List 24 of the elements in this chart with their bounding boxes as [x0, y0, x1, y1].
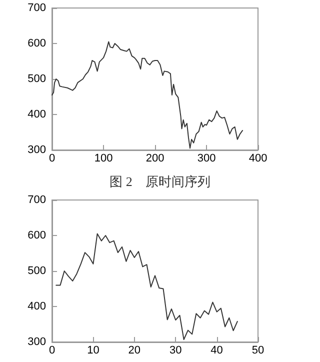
- x-tick-label: 30: [169, 344, 182, 356]
- x-tick-label: 50: [252, 344, 264, 356]
- y-tick-label: 400: [28, 300, 46, 312]
- x-tick-label: 200: [146, 152, 164, 164]
- x-tick-label: 20: [128, 344, 141, 356]
- x-tick-label: 40: [210, 344, 223, 356]
- line-series: [52, 41, 244, 149]
- y-tick-label: 500: [28, 73, 46, 85]
- y-tick-label: 600: [28, 38, 46, 50]
- y-tick-label: 400: [28, 108, 46, 120]
- y-tick-label: 300: [28, 144, 46, 156]
- y-tick-label: 700: [28, 2, 46, 14]
- y-tick-label: 500: [28, 265, 46, 277]
- x-tick-label: 10: [87, 344, 100, 356]
- y-tick-label: 600: [28, 230, 46, 242]
- x-tick-label: 100: [94, 152, 113, 164]
- caption: 图 2 原时间序列: [110, 174, 210, 189]
- y-tick-label: 300: [28, 336, 46, 348]
- x-tick-label: 400: [248, 152, 268, 164]
- y-tick-label: 700: [28, 194, 46, 206]
- line-series: [56, 233, 238, 340]
- x-tick-label: 300: [197, 152, 216, 164]
- x-tick-label: 0: [48, 344, 56, 356]
- x-tick-label: 0: [48, 152, 56, 164]
